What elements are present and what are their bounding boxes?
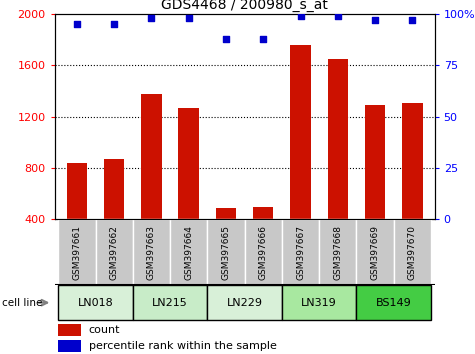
Bar	[104, 159, 124, 271]
Point	[259, 36, 267, 42]
Point	[334, 13, 342, 19]
Text: GSM397661: GSM397661	[73, 225, 82, 280]
Text: BS149: BS149	[376, 298, 411, 308]
Bar	[282, 285, 356, 320]
Bar	[328, 59, 348, 271]
Bar	[208, 285, 282, 320]
Text: GSM397665: GSM397665	[221, 225, 230, 280]
Point	[185, 16, 192, 21]
Text: GSM397663: GSM397663	[147, 225, 156, 280]
Bar	[133, 219, 170, 285]
Text: LN018: LN018	[78, 298, 114, 308]
Bar	[245, 219, 282, 285]
Point	[297, 13, 304, 19]
Bar	[319, 219, 356, 285]
Bar	[356, 219, 394, 285]
Bar	[170, 219, 208, 285]
Text: count: count	[89, 325, 120, 336]
Bar	[208, 219, 245, 285]
Point	[73, 22, 81, 27]
Text: percentile rank within the sample: percentile rank within the sample	[89, 341, 277, 352]
Text: LN215: LN215	[152, 298, 188, 308]
Point	[222, 36, 230, 42]
Text: LN319: LN319	[301, 298, 337, 308]
Bar	[282, 219, 319, 285]
Bar	[394, 219, 431, 285]
Bar	[290, 45, 311, 271]
Point	[148, 16, 155, 21]
Bar	[58, 324, 81, 336]
Text: GSM397667: GSM397667	[296, 225, 305, 280]
Title: GDS4468 / 200980_s_at: GDS4468 / 200980_s_at	[161, 0, 328, 12]
Bar	[402, 103, 423, 271]
Text: GSM397662: GSM397662	[110, 225, 119, 280]
Text: GSM397666: GSM397666	[259, 225, 268, 280]
Text: GSM397670: GSM397670	[408, 225, 417, 280]
Point	[371, 17, 379, 23]
Text: GSM397664: GSM397664	[184, 225, 193, 280]
Bar	[58, 219, 95, 285]
Bar	[356, 285, 431, 320]
Bar	[133, 285, 208, 320]
Text: LN229: LN229	[227, 298, 263, 308]
Point	[110, 22, 118, 27]
Bar	[95, 219, 133, 285]
Text: GSM397668: GSM397668	[333, 225, 342, 280]
Bar	[141, 94, 162, 271]
Point	[408, 17, 416, 23]
Bar	[58, 340, 81, 353]
Bar	[365, 105, 385, 271]
Bar	[216, 208, 236, 271]
Bar	[58, 285, 133, 320]
Text: cell line: cell line	[2, 298, 43, 308]
Text: GSM397669: GSM397669	[370, 225, 380, 280]
Bar	[179, 108, 199, 271]
Bar	[253, 207, 274, 271]
Bar	[66, 163, 87, 271]
